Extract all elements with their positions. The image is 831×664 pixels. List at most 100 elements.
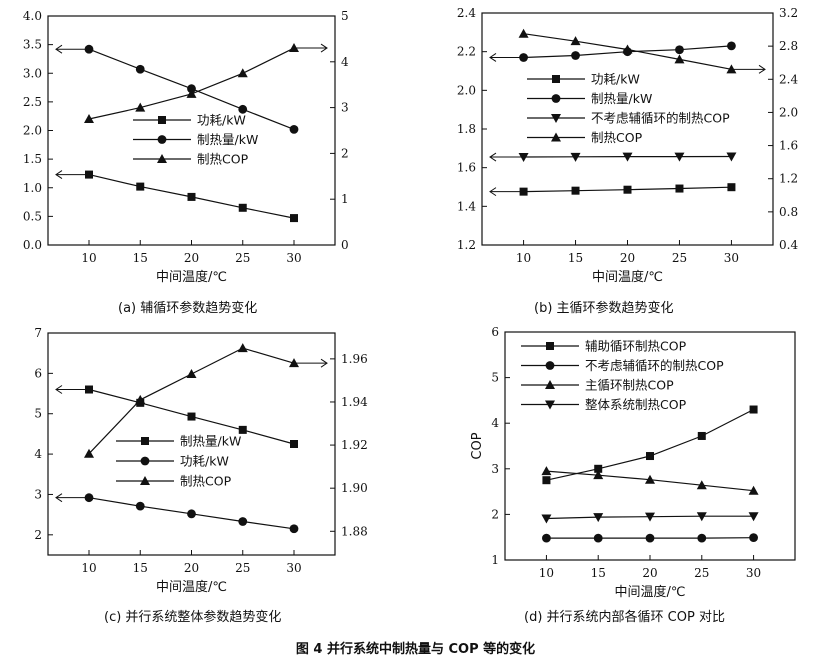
chart-b: 10 15 20 25 30 中间温度/℃ 1.2 1.4 1.6 1.8 2.0 2.2 2.4 0.4… xyxy=(457,6,799,285)
y-tick-label: 2.4 xyxy=(457,6,476,20)
y2-tick-label: 1.94 xyxy=(341,395,368,409)
data-point xyxy=(622,44,633,54)
legend-marker xyxy=(545,380,555,389)
x-tick-label: 20 xyxy=(620,251,635,265)
x-tick-label: 25 xyxy=(235,251,250,265)
y2-tick-label: 1.90 xyxy=(341,481,368,495)
data-point xyxy=(290,214,298,223)
y-tick-label: 3.0 xyxy=(23,66,42,80)
chart-c: 10 15 20 25 30 中间温度/℃ 2 3 4 5 6 7 1.88 1.90 1.92 1.94 1.… xyxy=(34,326,368,595)
data-point xyxy=(187,84,196,94)
data-point xyxy=(290,440,298,448)
data-point xyxy=(135,394,146,404)
data-point xyxy=(726,152,737,162)
data-point xyxy=(85,385,93,394)
legend-marker xyxy=(157,154,167,163)
x-tick-label: 15 xyxy=(133,251,148,265)
y2-tick-label: 1.2 xyxy=(779,172,798,186)
data-point xyxy=(593,470,604,480)
y2-tick-label: 1.88 xyxy=(341,524,368,538)
legend-label: 不考虑辅循环的制热COP xyxy=(591,111,730,126)
axis-arrow xyxy=(55,493,63,503)
data-point xyxy=(645,533,655,543)
axis-arrow xyxy=(489,152,497,162)
data-point xyxy=(541,466,552,476)
legend-marker xyxy=(140,476,150,485)
y2-tick-label: 2.0 xyxy=(779,105,798,119)
data-point xyxy=(518,153,529,163)
y-tick-label: 1 xyxy=(491,553,499,567)
x-tick-label: 20 xyxy=(184,251,199,265)
x-tick-label: 20 xyxy=(184,561,199,575)
data-point xyxy=(519,187,528,196)
data-point xyxy=(135,102,146,112)
x-tick-label: 20 xyxy=(642,566,657,580)
y2-tick-label: 1 xyxy=(341,192,349,206)
data-point xyxy=(645,474,655,484)
legend-label: 功耗/kW xyxy=(180,454,229,469)
data-point xyxy=(542,476,551,485)
axis-arrow xyxy=(55,385,63,394)
legend-marker xyxy=(551,132,561,142)
y-tick-label: 0.5 xyxy=(23,209,42,223)
legend-marker xyxy=(552,75,560,83)
data-point xyxy=(748,485,759,495)
data-point xyxy=(85,170,93,179)
x-tick-label: 10 xyxy=(81,561,96,575)
series-line xyxy=(546,408,754,481)
x-tick-label: 30 xyxy=(286,561,301,575)
series-line xyxy=(88,47,295,120)
x-axis-label: 中间温度/℃ xyxy=(592,269,663,285)
data-point xyxy=(645,512,655,522)
data-point xyxy=(237,343,248,353)
y-tick-label: 7 xyxy=(34,326,42,340)
data-point xyxy=(697,533,707,543)
legend-marker xyxy=(546,342,554,350)
x-tick-label: 30 xyxy=(746,566,761,580)
x-tick-label: 10 xyxy=(516,251,531,265)
legend-label: 制热量/kW xyxy=(197,132,258,147)
data-point xyxy=(570,36,581,46)
legend-label: 制热COP xyxy=(180,474,232,489)
legend-label: 制热COP xyxy=(197,152,249,167)
y-tick-label: 2.2 xyxy=(457,45,476,59)
axis-arrow xyxy=(489,53,497,62)
y2-tick-label: 3.2 xyxy=(779,6,798,20)
legend-label: 整体系统制热COP xyxy=(585,397,687,412)
data-point xyxy=(748,512,759,522)
legend-marker xyxy=(551,94,561,103)
panel-caption-a: (a) 辅循环参数趋势变化 xyxy=(118,301,258,316)
x-axis-label: 中间温度/℃ xyxy=(615,584,686,600)
data-point xyxy=(237,68,248,78)
y-tick-label: 4.0 xyxy=(23,9,42,23)
legend-marker xyxy=(551,114,561,123)
panel-caption-d: (d) 并行系统内部各循环 COP 对比 xyxy=(524,610,725,625)
legend-marker xyxy=(157,135,167,144)
y-tick-label: 1.2 xyxy=(457,238,476,252)
y-tick-label: 1.6 xyxy=(457,161,476,175)
y-tick-label: 3 xyxy=(491,462,499,476)
x-axis-label: 中间温度/℃ xyxy=(156,579,227,595)
legend-marker xyxy=(545,400,555,410)
legend-label: 制热COP xyxy=(591,130,643,145)
legend-label: 主循环制热COP xyxy=(585,378,674,393)
data-point xyxy=(570,152,581,162)
data-point xyxy=(136,182,145,191)
data-point xyxy=(674,54,685,64)
y-tick-label: 2 xyxy=(491,507,499,521)
axis-arrow xyxy=(489,187,497,197)
data-point xyxy=(541,514,552,524)
data-point xyxy=(593,513,604,523)
data-point xyxy=(675,184,684,193)
data-point xyxy=(696,512,707,522)
axis-arrow xyxy=(55,170,63,179)
y-tick-label: 0.0 xyxy=(23,238,42,252)
x-tick-label: 10 xyxy=(539,566,554,580)
y2-tick-label: 2 xyxy=(341,146,349,160)
data-point xyxy=(238,425,247,434)
y-tick-label: 1.5 xyxy=(23,152,42,166)
y2-tick-label: 4 xyxy=(341,55,349,69)
legend-label: 辅助循环制热COP xyxy=(585,339,687,354)
data-point xyxy=(594,464,603,473)
